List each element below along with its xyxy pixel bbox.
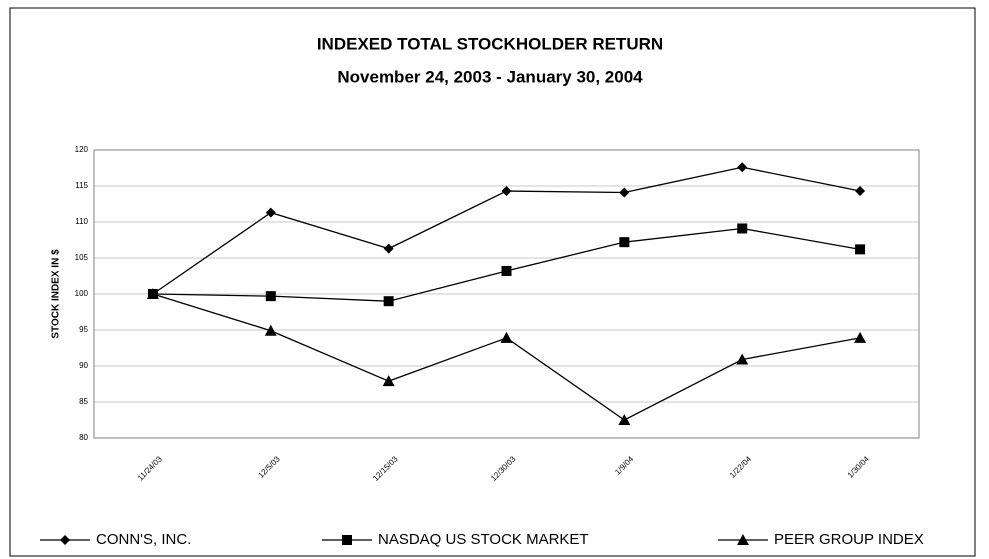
- marker: [383, 296, 394, 307]
- y-tick-label: 85: [79, 397, 88, 406]
- plot-area: [93, 149, 920, 439]
- marker: [855, 186, 866, 197]
- y-tick-label: 115: [75, 181, 88, 190]
- y-tick-label: 120: [75, 145, 89, 154]
- marker: [500, 331, 513, 343]
- marker: [855, 244, 866, 255]
- marker: [146, 288, 159, 299]
- marker: [854, 331, 867, 343]
- y-axis-label: STOCK INDEX IN $: [51, 249, 62, 339]
- marker: [383, 243, 394, 254]
- legend-label: CONN'S, INC.: [96, 531, 191, 548]
- marker: [342, 535, 352, 545]
- y-tick-label: 80: [79, 433, 88, 442]
- marker: [501, 265, 512, 276]
- marker: [737, 534, 749, 545]
- marker: [736, 353, 749, 365]
- chart-subtitle: November 24, 2003 - January 30, 2004: [337, 67, 643, 86]
- chart-title: INDEXED TOTAL STOCKHOLDER RETURN: [317, 34, 663, 53]
- marker: [265, 207, 276, 218]
- marker: [382, 375, 395, 387]
- marker: [737, 162, 748, 173]
- marker: [60, 535, 70, 545]
- marker: [619, 187, 630, 198]
- y-tick-label: 100: [75, 289, 89, 298]
- marker: [264, 324, 277, 336]
- y-tick-label: 90: [79, 361, 88, 370]
- legend-label: NASDAQ US STOCK MARKET: [378, 531, 589, 548]
- y-tick-label: 110: [75, 217, 88, 226]
- y-tick-label: 95: [79, 325, 88, 334]
- marker: [265, 291, 276, 302]
- y-tick-label: 105: [75, 253, 89, 262]
- marker: [619, 237, 630, 248]
- marker: [618, 414, 631, 425]
- legend-label: PEER GROUP INDEX: [774, 531, 924, 548]
- marker: [501, 186, 512, 197]
- marker: [737, 223, 748, 234]
